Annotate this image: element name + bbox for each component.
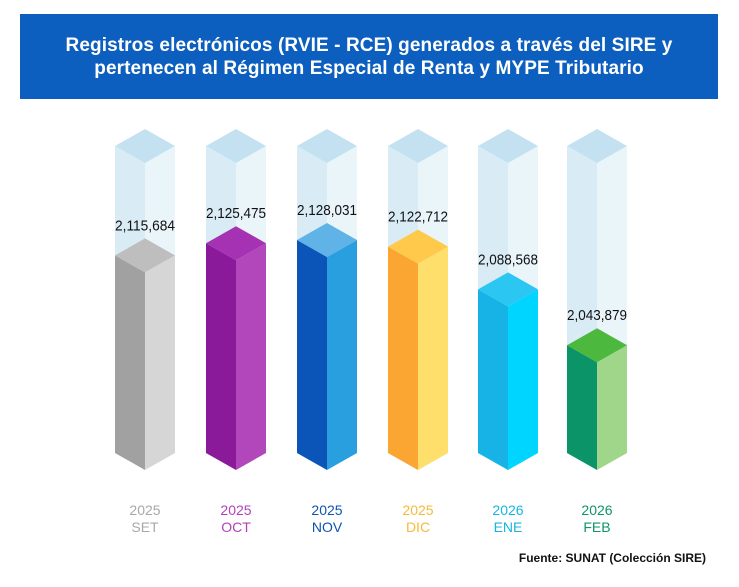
bar-right-face	[597, 345, 627, 470]
bar-right-face	[236, 243, 266, 470]
source-note: Fuente: SUNAT (Colección SIRE)	[518, 551, 706, 565]
bar-ghost-top-face	[567, 129, 627, 163]
bar-right-face	[327, 240, 357, 470]
bar-top-face	[297, 223, 357, 257]
bar-ghost-top-face	[297, 129, 357, 163]
bar-left-face	[567, 345, 597, 470]
bar-top-face	[478, 272, 538, 307]
value-label: 2,125,475	[206, 205, 266, 222]
bar-left-face	[297, 240, 327, 470]
category-year-label: 2025	[402, 502, 433, 518]
category-year-label: 2026	[581, 502, 612, 518]
bar-right-face	[508, 289, 538, 470]
bar-left-face	[478, 289, 508, 470]
bar-top-face	[115, 238, 175, 273]
bar-right-face	[145, 255, 175, 470]
bar-top-face	[388, 229, 448, 264]
category-month-label: DIC	[406, 519, 430, 535]
bar-ghost-top-face	[206, 129, 266, 163]
bar-ghost-top-face	[388, 129, 448, 163]
category-year-label: 2026	[492, 502, 523, 518]
chart-title-line-2: pertenecen al Régimen Especial de Renta …	[94, 57, 644, 79]
category-year-label: 2025	[220, 502, 251, 518]
value-label: 2,043,879	[567, 307, 627, 324]
category-month-label: NOV	[312, 519, 343, 535]
category-year-label: 2025	[311, 502, 342, 518]
bar-ghost-top-face	[478, 129, 538, 163]
value-label: 2,088,568	[478, 251, 538, 268]
category-month-label: SET	[131, 519, 159, 535]
bar-left-face	[206, 243, 236, 470]
value-label: 2,115,684	[115, 217, 175, 234]
bar-top-face	[567, 328, 627, 363]
chart-title-line-1: Registros electrónicos (RVIE - RCE) gene…	[65, 34, 673, 56]
bar-top-face	[206, 226, 266, 261]
value-label: 2,122,712	[388, 209, 448, 226]
category-year-label: 2025	[129, 502, 160, 518]
chart-title-banner: Registros electrónicos (RVIE - RCE) gene…	[20, 14, 718, 99]
value-label: 2,128,031	[297, 202, 357, 219]
category-month-label: FEB	[583, 519, 610, 535]
bar-left-face	[115, 255, 145, 470]
bar-ghost-top-face	[115, 129, 175, 163]
category-month-label: OCT	[221, 519, 251, 535]
category-month-label: ENE	[494, 519, 523, 535]
bar-left-face	[388, 246, 418, 470]
bar-right-face	[418, 246, 448, 470]
